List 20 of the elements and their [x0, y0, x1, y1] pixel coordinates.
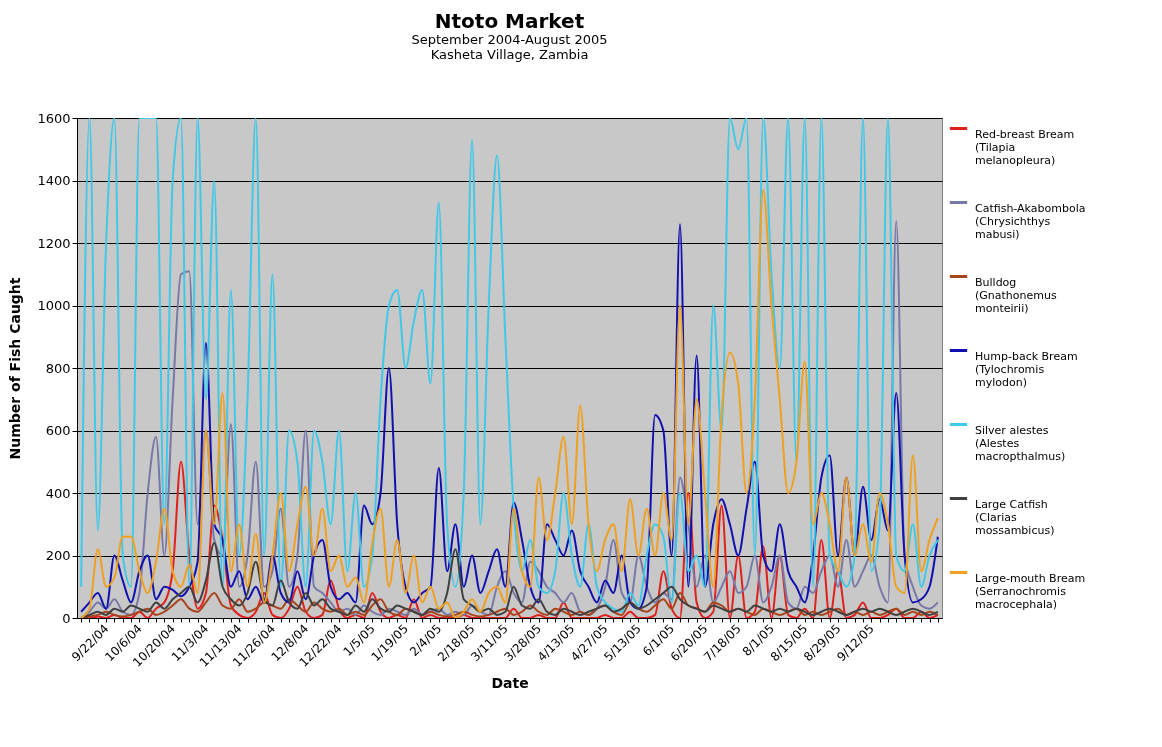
y-tick-label: 1600 [37, 110, 71, 126]
y-axis-title: Number of Fish Caught [7, 277, 24, 460]
y-tick-label: 800 [45, 360, 71, 376]
legend-label: Bulldog (Gnathonemus monteirii) [975, 275, 1057, 315]
x-axis-title: Date [491, 674, 529, 691]
y-tick-label: 400 [45, 485, 71, 501]
y-tick-label: 200 [45, 548, 71, 563]
chart-subtitle: September 2004-August 2005 Kasheta Village, Zambia [411, 32, 608, 62]
chart-title: Ntoto Market [434, 9, 585, 33]
legend-label: Hump-back Bream (Tylochromis mylodon) [975, 349, 1078, 389]
legend-label: Large-mouth Bream (Serranochromis macrocephala) [975, 571, 1086, 611]
legend-label: Silver alestes (Alestes macropthalmus) [975, 423, 1066, 463]
legend-label: Red-breast Bream (Tilapia melanopleura) [975, 127, 1075, 167]
y-tick-label: 600 [45, 423, 71, 438]
y-tick-label: 0 [62, 610, 71, 626]
legend-label: Catfish-Akabombola (Chrysichthys mabusi) [975, 201, 1086, 241]
y-tick-label: 1400 [37, 173, 71, 188]
legend-label: Large Catfish (Clarias mossambicus) [975, 497, 1055, 537]
y-tick-label: 1200 [37, 235, 71, 251]
y-tick-label: 1000 [37, 298, 71, 313]
